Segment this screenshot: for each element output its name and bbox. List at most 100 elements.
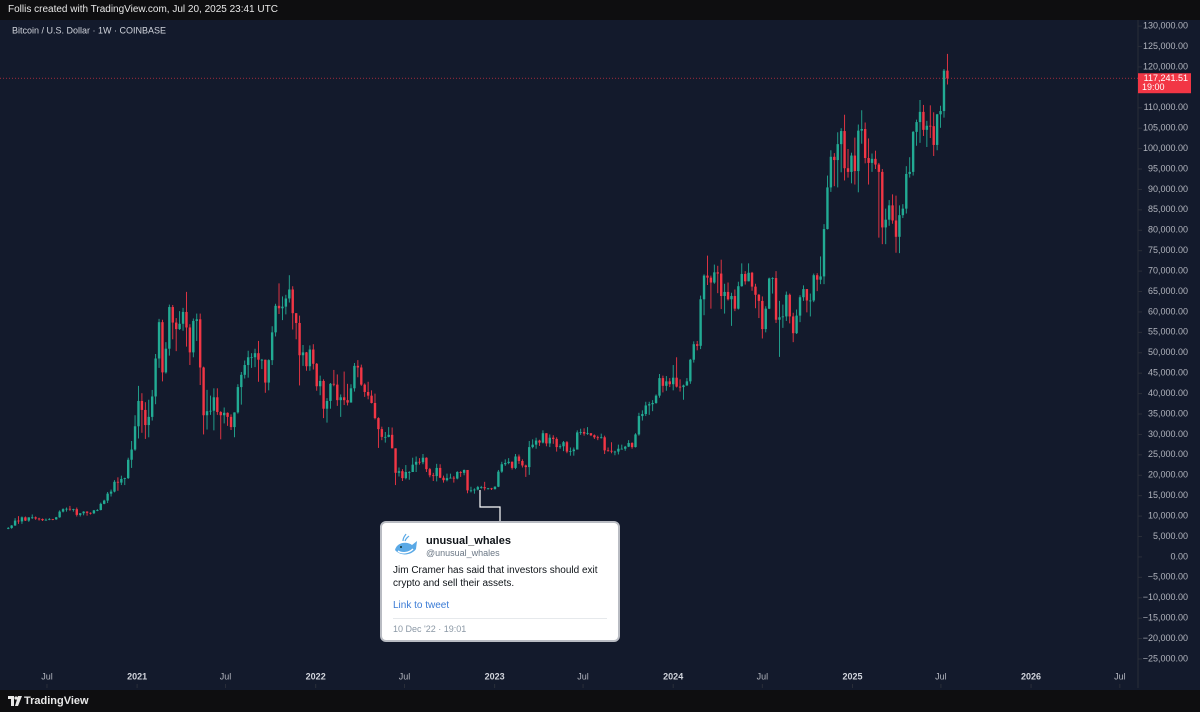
candle-body bbox=[719, 273, 723, 297]
x-tick-label: Jul bbox=[399, 671, 411, 681]
candle-body bbox=[517, 456, 521, 461]
y-tick-label: 50,000.00 bbox=[1148, 347, 1188, 357]
candle-body bbox=[925, 125, 929, 130]
tweet-link[interactable]: Link to tweet bbox=[393, 600, 450, 611]
y-tick-label: 25,000.00 bbox=[1148, 449, 1188, 459]
candle-body bbox=[678, 386, 682, 388]
candle-body bbox=[850, 155, 853, 172]
candle-body bbox=[370, 395, 373, 403]
candle-body bbox=[634, 434, 637, 448]
candle-body bbox=[884, 219, 887, 228]
candle-body bbox=[103, 500, 106, 504]
candle-body bbox=[308, 349, 312, 367]
candles bbox=[7, 53, 949, 530]
candle-body bbox=[85, 511, 89, 513]
candle-body bbox=[41, 518, 44, 521]
candle-body bbox=[216, 397, 219, 412]
candle-body bbox=[284, 298, 288, 307]
candle-body bbox=[620, 448, 623, 450]
y-tick-label: 125,000.00 bbox=[1143, 41, 1188, 51]
candle-body bbox=[113, 481, 116, 492]
candle-body bbox=[562, 442, 565, 447]
candle-body bbox=[857, 130, 860, 172]
candle-body bbox=[75, 509, 78, 515]
candle-body bbox=[318, 380, 322, 387]
candle-body bbox=[658, 378, 661, 396]
candle-body bbox=[654, 395, 658, 403]
candle-body bbox=[541, 433, 545, 443]
candle-body bbox=[795, 315, 798, 334]
candle-body bbox=[332, 383, 336, 385]
candle-body bbox=[459, 472, 462, 473]
candle-body bbox=[315, 363, 318, 387]
candle-body bbox=[716, 272, 719, 274]
candle-body bbox=[130, 449, 133, 460]
candle-body bbox=[96, 509, 99, 511]
candle-body bbox=[24, 517, 27, 521]
candle-body bbox=[839, 131, 843, 145]
candle-body bbox=[757, 294, 761, 301]
candle-body bbox=[898, 215, 901, 237]
candle-body bbox=[833, 156, 836, 161]
y-tick-label: 75,000.00 bbox=[1148, 245, 1188, 255]
candle-body bbox=[490, 488, 493, 490]
candle-body bbox=[240, 374, 243, 388]
candle-body bbox=[301, 352, 305, 356]
x-tick-label: 2021 bbox=[127, 671, 147, 681]
candle-body bbox=[507, 461, 510, 464]
candle-body bbox=[397, 471, 401, 473]
candle-body bbox=[390, 434, 394, 449]
x-tick-label: Jul bbox=[757, 671, 769, 681]
candle-body bbox=[442, 477, 445, 481]
candle-body bbox=[767, 278, 771, 309]
logo bbox=[8, 696, 22, 706]
candle-body bbox=[826, 187, 829, 230]
candle-body bbox=[58, 511, 61, 518]
candle-body bbox=[329, 383, 332, 401]
candle-body bbox=[257, 353, 260, 360]
candle-body bbox=[288, 289, 291, 299]
candle-body bbox=[449, 477, 452, 479]
candle-body bbox=[147, 416, 150, 426]
candle-body bbox=[236, 387, 240, 413]
candle-body bbox=[558, 446, 562, 448]
candle-body bbox=[644, 405, 647, 415]
candle-body bbox=[346, 400, 349, 403]
candle-body bbox=[92, 510, 96, 514]
candle-body bbox=[421, 457, 425, 463]
candle-body bbox=[243, 365, 246, 375]
candle-body bbox=[743, 273, 747, 282]
candle-body bbox=[473, 489, 476, 491]
candle-body bbox=[476, 487, 480, 490]
candle-body bbox=[911, 131, 915, 172]
tweet-card: unusual_whales @unusual_whales Jim Crame… bbox=[380, 521, 620, 642]
candle-body bbox=[161, 322, 164, 373]
candle-body bbox=[322, 380, 325, 409]
candle-body bbox=[65, 508, 68, 510]
candle-body bbox=[37, 518, 41, 520]
candle-body bbox=[802, 289, 805, 298]
candle-body bbox=[641, 414, 644, 417]
tweet-author: unusual_whales bbox=[426, 535, 511, 547]
candle-body bbox=[384, 436, 387, 438]
candle-body bbox=[246, 357, 250, 366]
candle-body bbox=[10, 525, 13, 528]
x-tick-label: Jul bbox=[220, 671, 232, 681]
candle-body bbox=[877, 164, 881, 172]
candle-body bbox=[935, 114, 939, 145]
candle-body bbox=[432, 475, 435, 477]
tweet-date: 10 Dec '22 · 19:01 bbox=[393, 624, 467, 634]
divider bbox=[393, 618, 607, 619]
candle-body bbox=[668, 381, 671, 385]
y-tick-label: 100,000.00 bbox=[1143, 143, 1188, 153]
candle-body bbox=[267, 360, 270, 383]
candle-body bbox=[219, 411, 222, 416]
candle-body bbox=[908, 171, 911, 174]
callout-connector bbox=[479, 490, 501, 521]
candle-body bbox=[932, 126, 935, 145]
candle-body bbox=[627, 443, 630, 447]
tweet-text: Jim Cramer has said that investors shoul… bbox=[393, 565, 598, 589]
candle-body bbox=[586, 433, 589, 435]
candle-body bbox=[624, 446, 627, 449]
candle-body bbox=[377, 418, 380, 430]
